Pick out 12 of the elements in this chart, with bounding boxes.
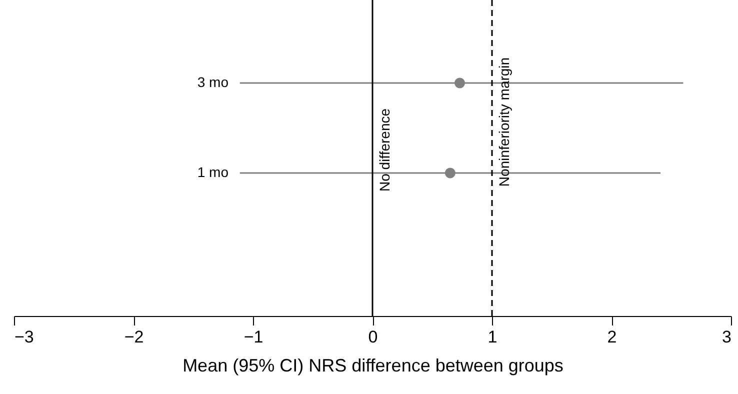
x-tick-label: 0	[368, 328, 378, 346]
x-tick-label: −2	[124, 328, 144, 346]
ref-line-label: No difference	[376, 108, 392, 192]
x-tick-label: 3	[722, 328, 732, 346]
x-tick-label: −1	[244, 328, 264, 346]
x-tick-label: −3	[14, 328, 34, 346]
x-axis-title: Mean (95% CI) NRS difference between groups	[182, 356, 564, 376]
x-tick-label: 2	[607, 328, 617, 346]
y-tick-label: 3 mo	[197, 74, 229, 90]
y-tick-label: 1 mo	[197, 164, 229, 180]
x-tick-label: 1	[488, 328, 498, 346]
ref-line-label: Noninferiority margin	[496, 57, 512, 187]
